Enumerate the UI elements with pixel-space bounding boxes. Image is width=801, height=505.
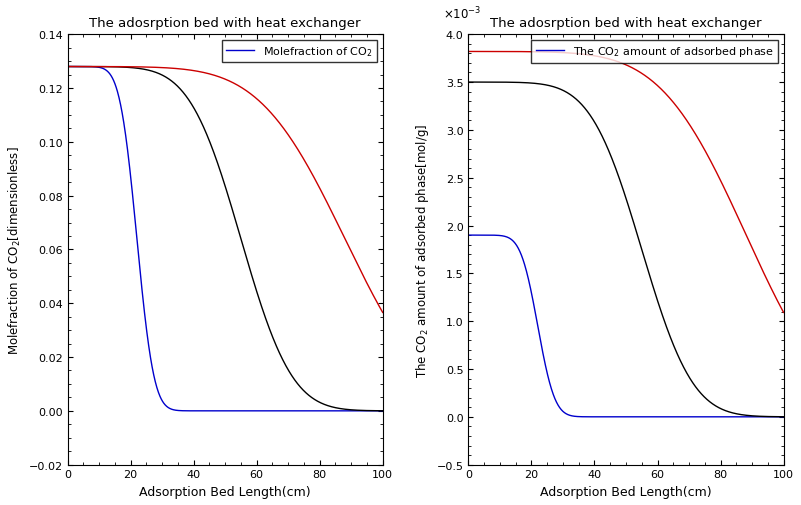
Y-axis label: The CO$_2$ amount of adsorbed phase[mol/g]: The CO$_2$ amount of adsorbed phase[mol/… [414, 123, 431, 377]
Text: $\times\mathregular{10}^{-3}$: $\times\mathregular{10}^{-3}$ [443, 6, 481, 22]
Y-axis label: Molefraction of CO$_2$[dimensionless]: Molefraction of CO$_2$[dimensionless] [7, 146, 23, 354]
X-axis label: Adsorption Bed Length(cm): Adsorption Bed Length(cm) [139, 485, 311, 498]
Title: The adosrption bed with heat exchanger: The adosrption bed with heat exchanger [90, 17, 361, 30]
Legend: The CO$_2$ amount of adsorbed phase: The CO$_2$ amount of adsorbed phase [532, 41, 778, 64]
Legend: Molefraction of CO$_2$: Molefraction of CO$_2$ [222, 41, 377, 63]
Title: The adosrption bed with heat exchanger: The adosrption bed with heat exchanger [490, 17, 762, 30]
X-axis label: Adsorption Bed Length(cm): Adsorption Bed Length(cm) [540, 485, 712, 498]
